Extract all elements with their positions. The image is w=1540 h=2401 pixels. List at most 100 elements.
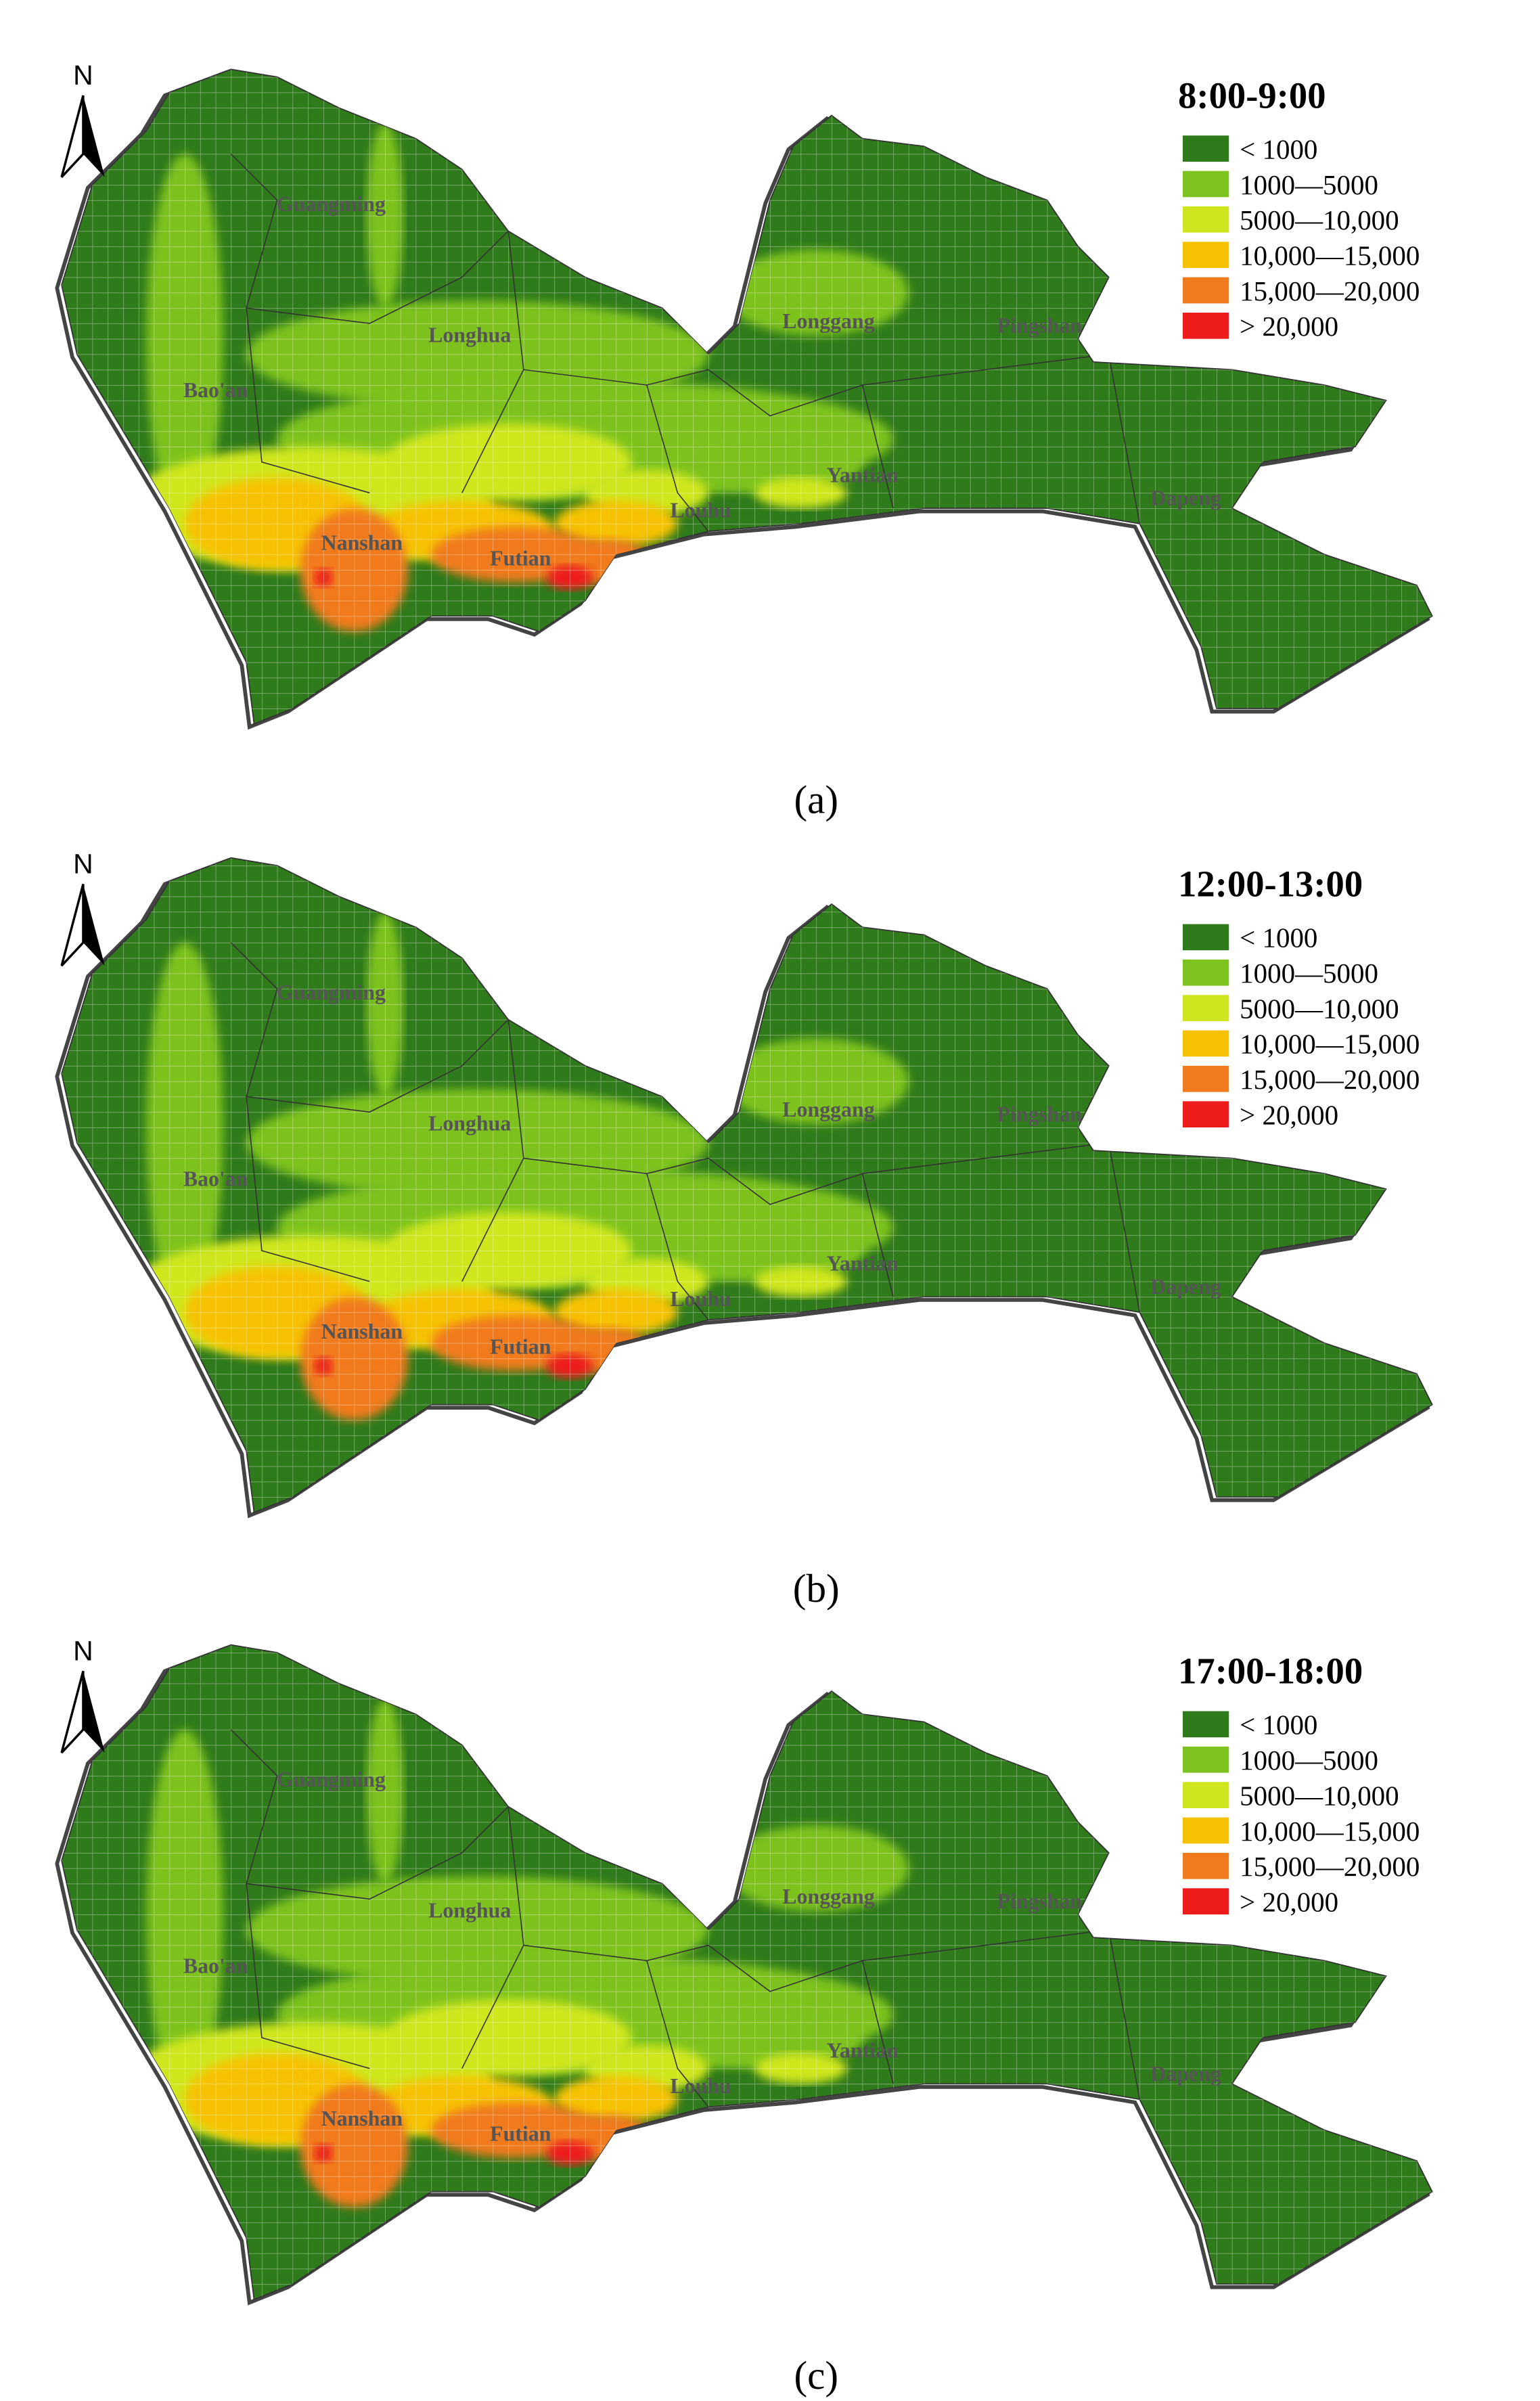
- district-boundary: [246, 1883, 370, 2069]
- district-label: Louhu: [670, 499, 731, 522]
- north-arrow: [60, 1670, 85, 1754]
- legend-swatch: [1182, 1711, 1229, 1738]
- district-label: Bao'an: [183, 1167, 248, 1190]
- district-label: Pingshan: [997, 1102, 1082, 1126]
- legend-swatch: [1182, 206, 1229, 233]
- district-boundary: [230, 1729, 509, 1900]
- north-arrow-half: [83, 884, 105, 966]
- legend-swatch: [1182, 171, 1229, 198]
- north-label: N: [73, 60, 93, 91]
- district-boundary: [230, 942, 509, 1113]
- legend-swatch: [1182, 135, 1229, 162]
- legend-label: < 1000: [1240, 922, 1317, 953]
- district-label: Dapeng: [1150, 487, 1221, 510]
- district-label: Futian: [490, 546, 551, 570]
- district-label: Futian: [490, 2122, 551, 2146]
- panel-title: 12:00-13:00: [1178, 863, 1363, 905]
- district-label: Pingshan: [997, 1889, 1082, 1913]
- district-boundary: [230, 154, 509, 324]
- legend-swatch: [1182, 1888, 1229, 1915]
- legend-swatch: [1182, 1852, 1229, 1879]
- legend-label: 5000—10,000: [1240, 204, 1399, 235]
- district-boundary: [646, 1173, 709, 1320]
- district-label: Yantian: [826, 463, 899, 487]
- north-arrow-half: [83, 95, 105, 177]
- district-boundary: [646, 384, 709, 532]
- panel-caption: (a): [794, 778, 838, 822]
- district-boundary: [246, 1096, 370, 1282]
- legend-label: > 20,000: [1240, 1886, 1338, 1917]
- legend-swatch: [1182, 1065, 1229, 1092]
- legend-swatch: [1182, 1746, 1229, 1773]
- panel-caption: (b): [793, 1566, 840, 1611]
- district-label: Longhua: [428, 323, 511, 346]
- panel-caption: (c): [794, 2353, 838, 2398]
- legend-label: < 1000: [1240, 133, 1317, 164]
- district-label: Longhua: [428, 1899, 511, 1923]
- district-label: Bao'an: [183, 378, 248, 402]
- legend-swatch: [1182, 1782, 1229, 1808]
- legend-swatch: [1182, 995, 1229, 1021]
- legend-label: 15,000—20,000: [1240, 1064, 1420, 1095]
- district-label: Pingshan: [997, 314, 1082, 338]
- map-panel: Guangming Longhua Bao'an Longgang Pingshan Ya…: [55, 848, 1433, 1611]
- legend-label: 10,000—15,000: [1240, 1029, 1420, 1060]
- district-label: Bao'an: [183, 1954, 248, 1978]
- north-arrow: [60, 95, 85, 178]
- legend-label: > 20,000: [1240, 311, 1338, 342]
- legend-label: 15,000—20,000: [1240, 275, 1420, 307]
- district-label: Guangming: [277, 192, 386, 216]
- district-label: Futian: [490, 1335, 551, 1359]
- district-label: Dapeng: [1150, 1275, 1221, 1299]
- north-arrow-half: [83, 1671, 105, 1753]
- district-boundary: [1108, 354, 1141, 524]
- legend-label: > 20,000: [1240, 1099, 1338, 1130]
- district-label: Longgang: [782, 1098, 874, 1121]
- district-label: Nanshan: [321, 531, 403, 555]
- district-boundary: [246, 308, 370, 494]
- legend-label: 1000—5000: [1240, 958, 1378, 989]
- legend-label: 1000—5000: [1240, 1745, 1378, 1776]
- district-label: Louhu: [670, 2074, 731, 2098]
- panel-title: 17:00-18:00: [1178, 1651, 1363, 1692]
- legend-swatch: [1182, 313, 1229, 339]
- district-boundary: [861, 384, 894, 509]
- district-label: Nanshan: [321, 1320, 403, 1343]
- legend-label: < 1000: [1240, 1709, 1317, 1741]
- district-boundary: [1108, 1929, 1141, 2100]
- district-boundary: [646, 1960, 709, 2108]
- legend-label: 10,000—15,000: [1240, 1816, 1420, 1847]
- legend-label: 5000—10,000: [1240, 993, 1399, 1024]
- district-label: Louhu: [670, 1287, 731, 1311]
- legend-label: 15,000—20,000: [1240, 1851, 1420, 1882]
- district-label: Guangming: [277, 1768, 386, 1791]
- legend-label: 1000—5000: [1240, 169, 1378, 200]
- district-label: Longhua: [428, 1112, 511, 1136]
- legend-label: 5000—10,000: [1240, 1780, 1399, 1811]
- legend-swatch: [1182, 1030, 1229, 1057]
- district-label: Guangming: [277, 981, 386, 1004]
- north-label: N: [73, 1635, 93, 1666]
- map-panel: Guangming Longhua Bao'an Longgang Pingshan Ya…: [55, 1635, 1433, 2398]
- district-label: Longgang: [782, 309, 874, 333]
- legend-label: 10,000—15,000: [1240, 240, 1420, 271]
- legend-swatch: [1182, 277, 1229, 304]
- legend-swatch: [1182, 1817, 1229, 1844]
- district-label: Yantian: [826, 1252, 899, 1276]
- district-boundary: [1108, 1142, 1141, 1313]
- district-label: Dapeng: [1150, 2062, 1221, 2086]
- legend-swatch: [1182, 242, 1229, 269]
- district-boundary: [861, 1960, 894, 2084]
- district-label: Longgang: [782, 1885, 874, 1908]
- legend-swatch: [1182, 924, 1229, 951]
- legend-swatch: [1182, 1101, 1229, 1128]
- district-label: Yantian: [826, 2039, 899, 2063]
- map-panel: Guangming Longhua Bao'an Longgang Pingshan Ya…: [55, 60, 1433, 822]
- north-arrow: [60, 883, 85, 967]
- district-boundary: [861, 1173, 894, 1297]
- panel-title: 8:00-9:00: [1178, 74, 1326, 116]
- legend-swatch: [1182, 959, 1229, 986]
- district-label: Nanshan: [321, 2107, 403, 2130]
- north-label: N: [73, 848, 93, 879]
